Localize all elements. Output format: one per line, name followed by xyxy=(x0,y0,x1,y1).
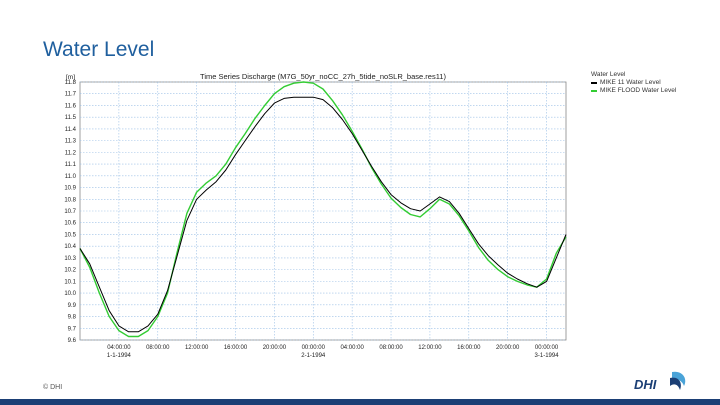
x-tick-label: 08:00:00 xyxy=(146,345,170,351)
x-tick-date: 1-1-1994 xyxy=(107,353,132,359)
x-tick-label: 00:00:00 xyxy=(302,345,326,351)
y-tick-label: 10.9 xyxy=(64,186,76,192)
y-tick-label: 9.6 xyxy=(68,338,77,344)
y-tick-label: 9.7 xyxy=(68,326,77,332)
footer-copyright: © DHI xyxy=(43,384,63,391)
y-tick-label: 10.5 xyxy=(64,232,76,238)
y-tick-label: 10.4 xyxy=(64,244,76,250)
x-tick-date: 2-1-1994 xyxy=(301,353,326,359)
x-tick-label: 00:00:00 xyxy=(535,345,559,351)
chart-title: Time Series Discharge (M7G_50yr_noCC_27h… xyxy=(200,72,446,81)
y-tick-label: 11.0 xyxy=(65,174,77,180)
legend-label-mikeflood: MIKE FLOOD Water Level xyxy=(600,87,677,94)
x-tick-label: 16:00:00 xyxy=(224,345,248,351)
x-tick-label: 20:00:00 xyxy=(496,345,520,351)
series-line-mikeflood xyxy=(79,81,567,338)
y-tick-label: 10.7 xyxy=(64,209,76,215)
y-tick-label: 10.3 xyxy=(64,256,76,262)
y-tick-label: 10.0 xyxy=(64,291,76,297)
x-tick-label: 04:00:00 xyxy=(107,345,131,351)
footer-bar xyxy=(0,399,720,405)
x-tick-label: 04:00:00 xyxy=(340,345,364,351)
y-tick-label: 10.8 xyxy=(64,197,76,203)
x-tick-date: 3-1-1994 xyxy=(535,353,560,359)
legend-item-mikeflood: MIKE FLOOD Water Level xyxy=(591,87,676,95)
legend-heading: Water Level xyxy=(591,71,626,78)
y-tick-label: 11.6 xyxy=(65,103,77,109)
y-tick-label: 11.5 xyxy=(65,115,77,121)
y-axis-label: [m] xyxy=(66,74,75,81)
x-tick-label: 20:00:00 xyxy=(263,345,287,351)
y-tick-label: 11.2 xyxy=(65,150,77,156)
slide-title: Water Level xyxy=(43,38,155,61)
legend-label-mike11: MIKE 11 Water Level xyxy=(600,79,661,86)
y-tick-label: 11.3 xyxy=(65,139,77,145)
x-tick-label: 16:00:00 xyxy=(457,345,481,351)
chart-svg: Time Series Discharge (M7G_50yr_noCC_27h… xyxy=(64,72,567,359)
y-tick-label: 9.8 xyxy=(68,315,77,321)
series-line-mike11 xyxy=(79,96,567,333)
y-tick-label: 11.1 xyxy=(65,162,77,168)
y-tick-label: 10.2 xyxy=(64,268,76,274)
dhi-logo xyxy=(670,371,686,390)
legend-item-mike11: MIKE 11 Water Level xyxy=(591,79,676,87)
x-tick-label: 08:00:00 xyxy=(379,345,403,351)
chart-panel: Time Series Discharge (M7G_50yr_noCC_27h… xyxy=(40,68,680,360)
y-tick-label: 10.6 xyxy=(64,221,76,227)
chart-legend: Water Level MIKE 11 Water Level MIKE FLO… xyxy=(591,71,676,95)
x-tick-label: 12:00:00 xyxy=(418,345,442,351)
y-tick-label: 11.7 xyxy=(65,92,77,98)
dhi-logo-text: DHI xyxy=(634,377,657,392)
x-tick-label: 12:00:00 xyxy=(185,345,209,351)
y-tick-label: 11.8 xyxy=(65,80,77,86)
legend-swatch-mikeflood xyxy=(591,90,597,92)
y-tick-label: 11.4 xyxy=(65,127,77,133)
y-tick-label: 9.9 xyxy=(68,303,77,309)
y-tick-label: 10.1 xyxy=(64,279,76,285)
legend-swatch-mike11 xyxy=(591,82,597,84)
